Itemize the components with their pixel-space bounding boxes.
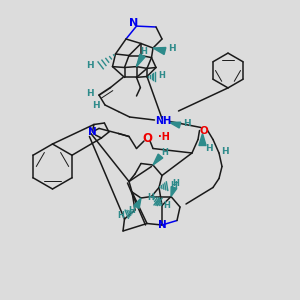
Text: N: N (158, 220, 166, 230)
Text: O: O (142, 131, 152, 145)
Text: H: H (221, 147, 229, 156)
Polygon shape (153, 154, 163, 165)
Text: H: H (141, 47, 147, 56)
Text: H: H (163, 201, 170, 210)
Text: H: H (147, 194, 154, 202)
Text: H: H (86, 89, 94, 98)
Polygon shape (171, 187, 177, 196)
Polygon shape (153, 47, 166, 55)
Text: N: N (88, 127, 97, 137)
Text: ·H: ·H (158, 132, 169, 142)
Polygon shape (136, 54, 145, 67)
Text: H: H (129, 206, 135, 215)
Text: H: H (205, 144, 212, 153)
Polygon shape (169, 122, 181, 128)
Polygon shape (134, 198, 141, 208)
Text: H: H (162, 148, 168, 157)
Text: N: N (129, 18, 138, 28)
Text: H: H (168, 44, 176, 53)
Text: H: H (183, 119, 190, 128)
Polygon shape (199, 134, 206, 146)
Text: H: H (92, 101, 100, 110)
Text: H: H (117, 212, 124, 220)
Text: H: H (171, 181, 177, 190)
Text: H: H (86, 61, 94, 70)
Text: H: H (172, 179, 179, 188)
Text: NH: NH (155, 116, 172, 127)
Text: O: O (200, 125, 208, 136)
Text: H: H (159, 70, 165, 80)
